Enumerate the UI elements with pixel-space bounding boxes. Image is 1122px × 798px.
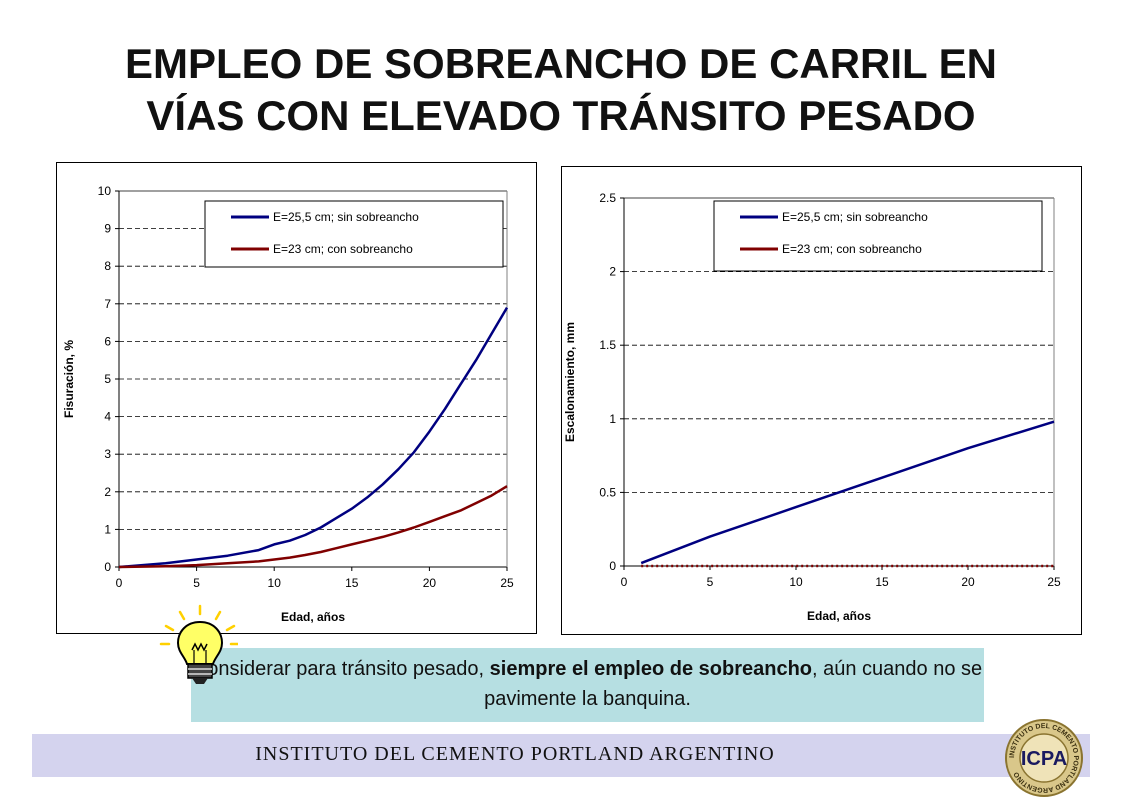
escalonamiento-chart: 0 0.5 1 1.5 2 2.5 0 5 10 15 20 25 Edad, años Escalona… (561, 166, 1082, 635)
chart1-series-1-line (118, 306, 509, 569)
chart2-ytick-label: 2.5 (599, 191, 616, 205)
chart2-ytick-label: 0 (609, 559, 616, 573)
chart1-ytick-label: 2 (104, 485, 111, 499)
recommendation-part-2: , aún cuando no se pavimente la banquina… (484, 658, 983, 710)
escalonamiento-chart-svg: 0 0.5 1 1.5 2 2.5 0 5 10 15 20 25 Edad, años Escalona… (563, 191, 1061, 623)
chart2-xtick-label: 5 (707, 575, 714, 589)
chart2-xtick-label: 15 (875, 575, 889, 589)
title-line-2: VÍAS CON ELEVADO TRÁNSITO PESADO (146, 92, 976, 139)
chart2-x-axis-label: Edad, años (807, 609, 871, 623)
recommendation-bold: siempre el empleo de sobreancho (489, 658, 813, 680)
chart1-legend-label-1: E=25,5 cm; sin sobreancho (273, 210, 419, 224)
recommendation-text: Considerar para tránsito pesado, siempre… (191, 654, 984, 714)
chart1-xtick-label: 20 (423, 576, 437, 590)
chart1-xtick-label: 0 (116, 576, 123, 590)
recommendation-part-1: Considerar para tránsito pesado, (192, 658, 490, 680)
chart2-series-1-line (640, 420, 1055, 565)
chart1-x-axis-label: Edad, años (281, 610, 345, 624)
chart2-xtick-label: 25 (1047, 575, 1061, 589)
chart1-ytick-label: 6 (104, 334, 111, 348)
chart2-ytick-label: 1 (609, 412, 616, 426)
chart2-xtick-label: 20 (961, 575, 975, 589)
recommendation-box: Considerar para tránsito pesado, siempre… (191, 648, 984, 722)
chart2-xtick-label: 0 (621, 575, 628, 589)
chart2-y-axis-label: Escalonamiento, mm (563, 322, 577, 442)
logo-text: ICPA (1021, 748, 1067, 770)
chart1-ytick-label: 1 (104, 522, 111, 536)
chart1-legend-box (204, 200, 504, 268)
chart1-xtick-label: 25 (500, 576, 514, 590)
chart1-ytick-label: 0 (104, 560, 111, 574)
chart1-y-axis-label: Fisuración, % (62, 340, 76, 418)
icpa-logo: INSTITUTO DEL CEMENTO PORTLAND ARGENTINO… (1005, 719, 1083, 797)
chart2-ytick-label: 2 (609, 265, 616, 279)
chart1-ytick-label: 4 (104, 410, 111, 424)
title-line-1: EMPLEO DE SOBREANCHO DE CARRIL EN (125, 40, 997, 87)
chart2-ytick-label: 1.5 (599, 338, 616, 352)
chart1-ytick-label: 8 (104, 259, 111, 273)
fisuracion-chart: 0 1 2 3 4 5 6 7 8 9 10 0 5 10 15 20 25 Edad, años Fisuraci… (56, 162, 537, 634)
chart1-xtick-label: 10 (268, 576, 282, 590)
chart2-ytick-label: 0.5 (599, 485, 616, 499)
lightbulb-icon (159, 604, 238, 684)
chart2-legend-label-1: E=25,5 cm; sin sobreancho (782, 210, 928, 224)
chart1-xtick-label: 15 (345, 576, 359, 590)
footer-text: INSTITUTO DEL CEMENTO PORTLAND ARGENTINO (255, 743, 775, 765)
footer-bar: INSTITUTO DEL CEMENTO PORTLAND ARGENTINO (32, 734, 1090, 777)
chart1-ytick-label: 3 (104, 447, 111, 461)
chart1-series-2-line (118, 485, 508, 569)
chart2-legend-label-2: E=23 cm; con sobreancho (782, 242, 922, 256)
chart2-xtick-label: 10 (789, 575, 803, 589)
page-title: EMPLEO DE SOBREANCHO DE CARRIL EN VÍAS C… (0, 38, 1122, 142)
chart2-legend-box (713, 200, 1043, 272)
chart1-xtick-label: 5 (193, 576, 200, 590)
chart1-ytick-label: 10 (98, 184, 112, 198)
chart1-ytick-label: 9 (104, 222, 111, 236)
chart1-ytick-label: 5 (104, 372, 111, 386)
chart1-legend-label-2: E=23 cm; con sobreancho (273, 242, 413, 256)
chart1-ytick-label: 7 (104, 297, 111, 311)
fisuracion-chart-svg: 0 1 2 3 4 5 6 7 8 9 10 0 5 10 15 20 25 Edad, años Fisuraci… (62, 184, 514, 624)
